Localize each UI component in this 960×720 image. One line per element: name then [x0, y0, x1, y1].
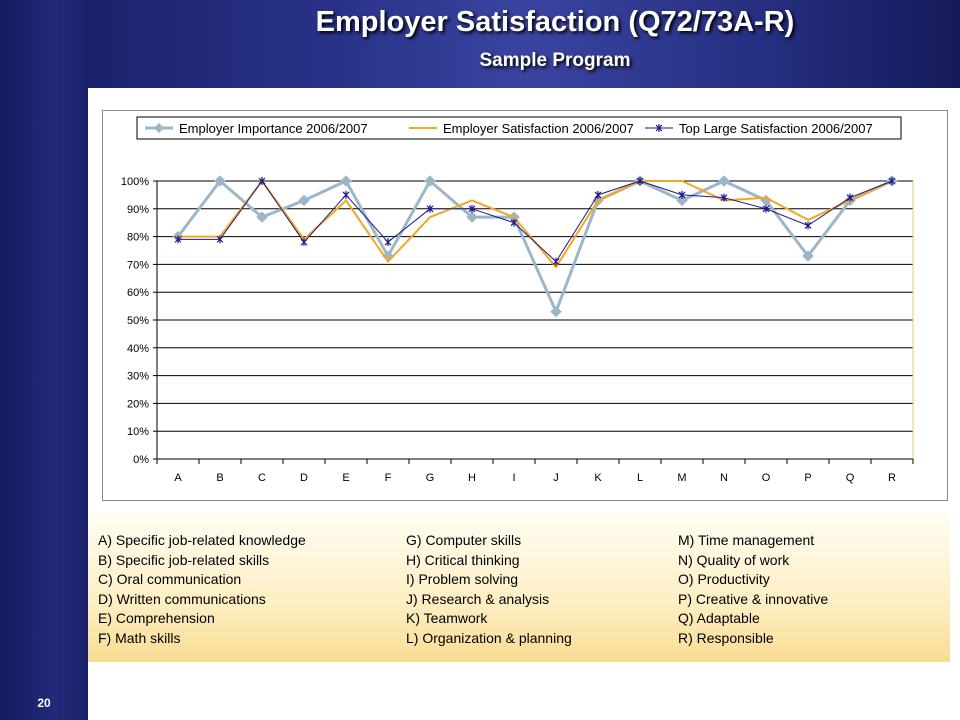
category-definition: G) Computer skills — [406, 532, 522, 548]
legend-box — [136, 116, 902, 140]
series-3-point — [762, 204, 770, 213]
y-tick-label: 70% — [127, 259, 149, 271]
series-3-point — [426, 204, 434, 213]
header-banner: Employer Satisfaction (Q72/73A-R) Sample… — [0, 0, 960, 88]
category-definition: N) Quality of work — [678, 551, 790, 568]
series-3-point — [552, 257, 560, 266]
y-tick-label: 30% — [127, 371, 149, 383]
series-1-point — [256, 211, 268, 223]
sidebar: 20 — [0, 0, 88, 720]
page-title: Employer Satisfaction (Q72/73A-R) — [315, 6, 795, 38]
category-definition: E) Comprehension — [98, 610, 215, 626]
x-tick-label: L — [637, 472, 643, 484]
line-chart: 0% 10% 20% 30% 40% 50% 60% 70% 80% 90% 100% A B C D E F G… — [121, 116, 914, 484]
series-1-point — [340, 175, 352, 187]
x-tick-label: J — [553, 472, 559, 484]
y-tick-label: 60% — [127, 287, 149, 299]
series-3-point — [846, 193, 854, 202]
series-1-point — [298, 194, 310, 207]
x-tick-label: Q — [846, 472, 855, 484]
y-tick-label: 0% — [133, 454, 149, 466]
series-3-point — [720, 193, 728, 202]
series-3-point — [636, 177, 644, 185]
series-3-point — [804, 221, 812, 230]
x-tick-label: C — [258, 472, 266, 484]
legend-label: Employer Importance 2006/2007 — [179, 121, 368, 136]
x-tick-label: A — [174, 472, 182, 484]
legend-label: Top Large Satisfaction 2006/2007 — [679, 121, 873, 136]
category-definition: F) Math skills — [98, 629, 181, 646]
y-tick-label: 80% — [127, 232, 149, 244]
x-tick-label: R — [888, 472, 896, 484]
x-tick-label: I — [512, 472, 515, 484]
legend-label: Employer Satisfaction 2006/2007 — [443, 121, 634, 136]
x-tick-label: G — [426, 472, 435, 484]
y-tick-label: 50% — [127, 315, 149, 327]
series-3-point — [216, 235, 224, 244]
series-line-1 — [176, 179, 893, 314]
chart-frame: 0% 10% 20% 30% 40% 50% 60% 70% 80% 90% 100% A B C D E F G… — [102, 110, 948, 501]
category-definition: M) Time management — [678, 532, 815, 548]
series-3-point — [300, 238, 308, 247]
page-subtitle: Sample Program — [479, 50, 631, 71]
series-3-point — [594, 190, 602, 199]
x-tick-label: M — [677, 472, 686, 484]
x-tick-label: F — [385, 472, 392, 484]
series-3-point — [510, 218, 518, 227]
y-tick-label: 20% — [127, 398, 149, 410]
category-definition: Q) Adaptable — [678, 610, 760, 626]
category-definition: J) Research & analysis — [406, 590, 550, 607]
category-definition: H) Critical thinking — [406, 551, 520, 568]
series-3-point — [174, 235, 182, 244]
series-3-point — [468, 204, 476, 213]
category-definition: O) Productivity — [678, 571, 770, 587]
category-legend: A) Specific job-related knowledge B) Spec… — [88, 512, 950, 662]
category-definition: K) Teamwork — [406, 610, 488, 626]
x-tick-label: N — [720, 472, 728, 484]
category-definition: I) Problem solving — [406, 571, 519, 587]
series-1-point — [550, 305, 562, 318]
page-number: 20 — [37, 696, 51, 710]
series-1-point — [718, 175, 730, 187]
series-3-point — [678, 190, 686, 199]
x-tick-label: D — [300, 472, 308, 484]
x-tick-label: H — [468, 472, 476, 484]
legend-swatch-marker — [655, 124, 663, 132]
x-tick-label: E — [342, 472, 349, 484]
category-definition: D) Written communications — [98, 590, 266, 607]
category-definition: C) Oral communication — [98, 571, 242, 587]
series-1-point — [424, 175, 436, 187]
category-definition: L) Organization & planning — [406, 629, 572, 646]
series-1-point — [214, 175, 226, 187]
legend-swatch-marker — [154, 123, 164, 133]
series-3-point — [888, 177, 896, 185]
y-tick-label: 10% — [127, 426, 149, 438]
category-definition: B) Specific job-related skills — [98, 551, 270, 568]
y-tick-label: 40% — [127, 343, 149, 355]
series-3-point — [384, 238, 392, 247]
y-tick-label: 90% — [127, 204, 149, 216]
category-definition: A) Specific job-related knowledge — [98, 532, 306, 548]
series-3-point — [342, 190, 350, 199]
series-line-3 — [178, 180, 893, 263]
x-tick-label: P — [804, 472, 811, 484]
y-tick-label: 100% — [121, 176, 149, 188]
x-tick-label: K — [594, 472, 602, 484]
category-definition: R) Responsible — [678, 629, 774, 646]
category-definition: P) Creative & innovative — [678, 590, 829, 607]
series-1-point — [466, 211, 478, 223]
series-3-point — [258, 177, 266, 185]
x-tick-label: O — [762, 472, 771, 484]
series-1-point — [802, 250, 814, 262]
x-tick-label: B — [216, 472, 223, 484]
